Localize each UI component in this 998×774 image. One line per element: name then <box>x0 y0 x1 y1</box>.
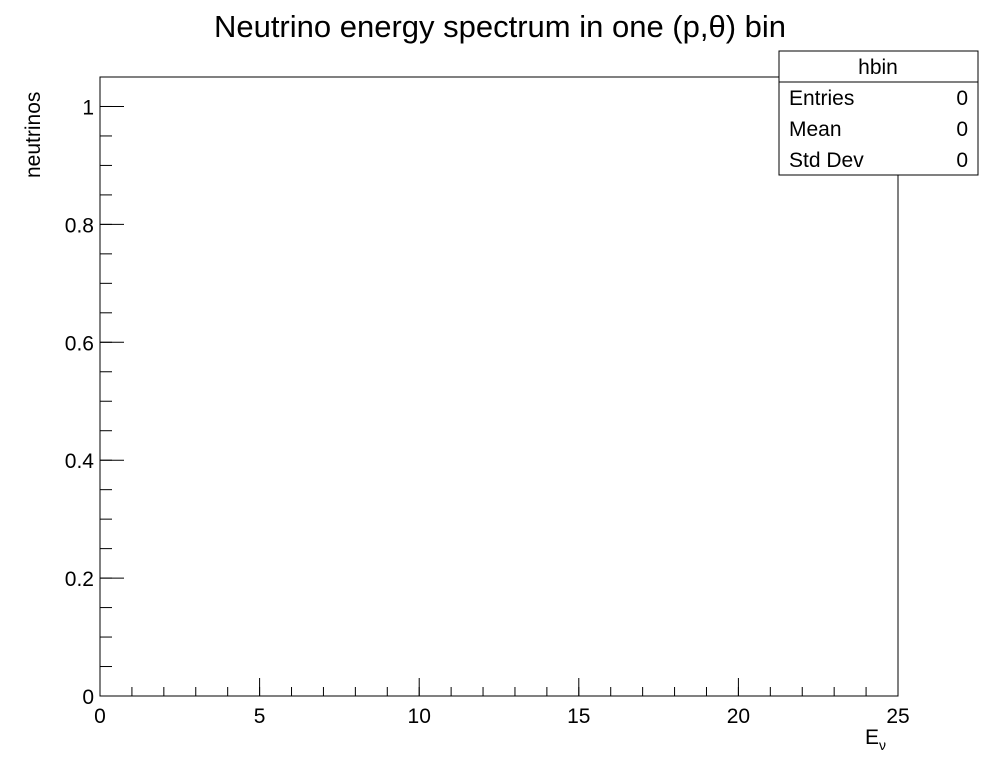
y-axis-title: neutrinos <box>22 92 45 178</box>
stats-box: hbin Entries 0 Mean 0 Std Dev 0 <box>778 50 979 176</box>
x-axis-title-subscript: ν <box>879 737 886 753</box>
y-tick-label: 0 <box>82 686 94 709</box>
y-axis-ticks <box>100 76 124 697</box>
stats-box-title: hbin <box>858 56 898 79</box>
x-axis-title-main: E <box>865 726 879 749</box>
y-tick-label: 0.2 <box>65 568 94 591</box>
x-tick-label: 10 <box>408 705 431 728</box>
y-tick-label: 0.4 <box>65 450 95 473</box>
x-axis-tick-labels: 0 5 10 15 20 25 <box>94 705 910 728</box>
plot-frame <box>99 76 899 697</box>
x-tick-label: 15 <box>567 705 590 728</box>
chart-title: Neutrino energy spectrum in one (p,θ) bi… <box>214 9 786 44</box>
y-tick-label: 0.8 <box>65 214 94 237</box>
stats-entries-label: Entries <box>789 87 854 110</box>
stats-stddev-value: 0 <box>956 149 968 172</box>
stats-mean-label: Mean <box>789 118 842 141</box>
y-tick-label: 0.6 <box>65 332 94 355</box>
x-tick-label: 25 <box>886 705 909 728</box>
x-axis-ticks <box>99 678 899 696</box>
y-tick-label: 1 <box>82 96 94 119</box>
y-axis-tick-labels: 0 0.2 0.4 0.6 0.8 1 <box>65 96 95 709</box>
x-tick-label: 5 <box>254 705 266 728</box>
stats-box-frame <box>778 50 979 176</box>
x-tick-label: 0 <box>94 705 106 728</box>
stats-mean-value: 0 <box>956 118 968 141</box>
x-axis-title: Eν <box>865 726 886 753</box>
stats-stddev-label: Std Dev <box>789 149 864 172</box>
x-tick-label: 20 <box>727 705 750 728</box>
stats-entries-value: 0 <box>956 87 968 110</box>
